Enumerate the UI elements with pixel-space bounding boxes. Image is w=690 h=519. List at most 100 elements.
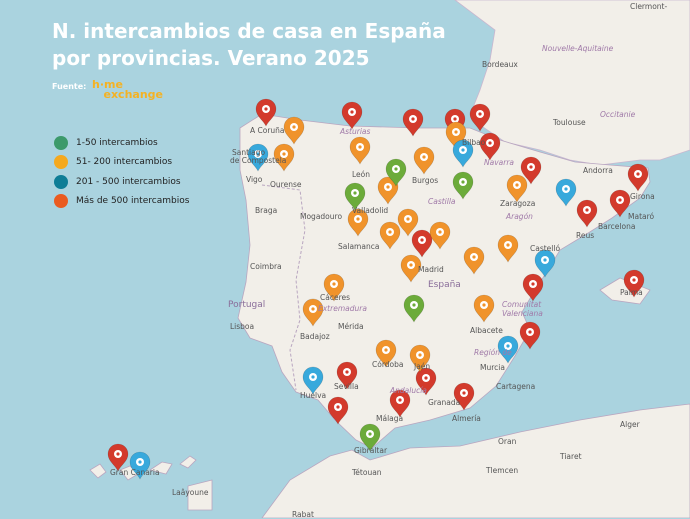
pin-dot-icon xyxy=(454,130,458,134)
marker-orange[interactable] xyxy=(375,339,397,368)
marker-orange[interactable] xyxy=(409,344,431,373)
marker-red[interactable] xyxy=(255,98,277,127)
marker-red[interactable] xyxy=(336,361,358,390)
marker-orange[interactable] xyxy=(379,221,401,250)
legend-label: Más de 500 intercambios xyxy=(76,196,190,207)
marker-blue[interactable] xyxy=(129,451,151,480)
pin-dot-icon xyxy=(488,141,492,145)
marker-orange[interactable] xyxy=(506,174,528,203)
city-label: Rabat xyxy=(292,510,314,519)
pin-dot-icon xyxy=(422,155,426,159)
marker-green[interactable] xyxy=(452,171,474,200)
marker-blue[interactable] xyxy=(452,139,474,168)
marker-red[interactable] xyxy=(522,273,544,302)
city-label: Laâyoune xyxy=(172,488,209,497)
marker-red[interactable] xyxy=(623,269,645,298)
marker-orange[interactable] xyxy=(445,121,467,150)
marker-green[interactable] xyxy=(359,423,381,452)
city-label: Burgos xyxy=(412,176,439,185)
marker-orange[interactable] xyxy=(283,116,305,145)
pin-dot-icon xyxy=(350,110,354,114)
pin-dot-icon xyxy=(356,217,360,221)
pin-dot-icon xyxy=(506,243,510,247)
africa-land xyxy=(261,403,690,518)
marker-red[interactable] xyxy=(627,163,649,192)
marker-orange[interactable] xyxy=(497,234,519,263)
pin-dot-icon xyxy=(515,183,519,187)
marker-red[interactable] xyxy=(411,229,433,258)
region-label: Valenciana xyxy=(502,309,543,318)
marker-red[interactable] xyxy=(402,108,424,137)
pin-dot-icon xyxy=(478,112,482,116)
legend: 1-50 intercambios 51- 200 intercambios 2… xyxy=(54,133,189,211)
marker-blue[interactable] xyxy=(247,143,269,172)
balearic-island xyxy=(599,277,651,305)
city-label: Tiaret xyxy=(560,452,582,461)
marker-blue[interactable] xyxy=(302,366,324,395)
pin-dot-icon xyxy=(438,230,442,234)
pin-dot-icon xyxy=(358,145,362,149)
pin-dot-icon xyxy=(256,152,260,156)
marker-red[interactable] xyxy=(107,443,129,472)
region-label: Andalucía xyxy=(390,386,427,395)
city-label: Murcia xyxy=(480,363,505,372)
pin-dot-icon xyxy=(394,167,398,171)
city-label: Salamanca xyxy=(338,242,380,251)
region-label: Región de xyxy=(474,348,512,357)
marker-orange[interactable] xyxy=(429,221,451,250)
marker-red[interactable] xyxy=(389,389,411,418)
marker-orange[interactable] xyxy=(349,136,371,165)
marker-green[interactable] xyxy=(385,158,407,187)
marker-orange[interactable] xyxy=(397,208,419,237)
city-label: Mogadouro xyxy=(300,212,343,221)
city-label: Girona xyxy=(630,192,655,201)
marker-red[interactable] xyxy=(609,189,631,218)
city-label: Mérida xyxy=(338,322,364,331)
pin-dot-icon xyxy=(388,230,392,234)
pin-dot-icon xyxy=(632,278,636,282)
marker-blue[interactable] xyxy=(555,178,577,207)
marker-orange[interactable] xyxy=(347,208,369,237)
legend-item: 1-50 intercambios xyxy=(54,133,189,153)
marker-orange[interactable] xyxy=(302,298,324,327)
pin-dot-icon xyxy=(636,172,640,176)
city-label: Madrid xyxy=(418,265,444,274)
pin-dot-icon xyxy=(506,344,510,348)
marker-green[interactable] xyxy=(403,294,425,323)
city-label: Huelva xyxy=(300,391,327,400)
marker-orange[interactable] xyxy=(377,176,399,205)
marker-red[interactable] xyxy=(520,156,542,185)
city-label: Badajoz xyxy=(300,332,330,341)
country-label: Portugal xyxy=(228,300,266,310)
marker-orange[interactable] xyxy=(323,273,345,302)
marker-red[interactable] xyxy=(453,382,475,411)
pin-dot-icon xyxy=(543,258,547,262)
marker-red[interactable] xyxy=(469,103,491,132)
pin-dot-icon xyxy=(462,391,466,395)
city-label: Albacete xyxy=(470,326,503,335)
marker-red[interactable] xyxy=(327,396,349,425)
marker-red[interactable] xyxy=(576,199,598,228)
marker-orange[interactable] xyxy=(413,146,435,175)
marker-green[interactable] xyxy=(344,182,366,211)
marker-red[interactable] xyxy=(341,101,363,130)
marker-orange[interactable] xyxy=(463,246,485,275)
marker-orange[interactable] xyxy=(400,254,422,283)
marker-red[interactable] xyxy=(519,321,541,350)
marker-red[interactable] xyxy=(479,132,501,161)
city-label: A Coruña xyxy=(250,126,285,135)
pin-dot-icon xyxy=(618,198,622,202)
title-line-2: por provincias. Verano 2025 xyxy=(52,46,370,70)
pin-dot-icon xyxy=(529,165,533,169)
marker-orange[interactable] xyxy=(273,143,295,172)
marker-blue[interactable] xyxy=(497,335,519,364)
marker-blue[interactable] xyxy=(534,249,556,278)
marker-red[interactable] xyxy=(415,367,437,396)
legend-item: Más de 500 intercambios xyxy=(54,192,189,212)
city-label: Cartagena xyxy=(496,382,536,391)
marker-orange[interactable] xyxy=(473,294,495,323)
city-label: Braga xyxy=(255,206,278,215)
pin-dot-icon xyxy=(386,185,390,189)
pin-dot-icon xyxy=(332,282,336,286)
